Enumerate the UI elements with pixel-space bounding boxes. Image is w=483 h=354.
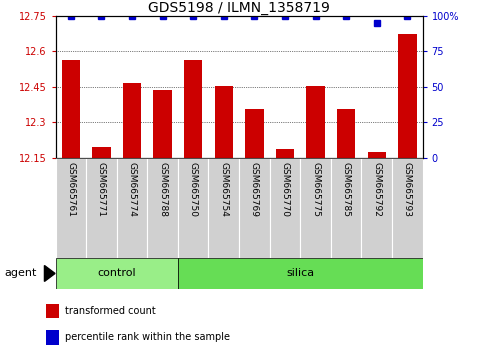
Text: transformed count: transformed count bbox=[65, 306, 156, 316]
Bar bbox=[306, 86, 325, 158]
Text: GSM665792: GSM665792 bbox=[372, 161, 381, 216]
Bar bbox=[184, 59, 202, 158]
Bar bbox=[123, 83, 141, 158]
Bar bbox=[392, 158, 423, 258]
Bar bbox=[300, 158, 331, 258]
Bar bbox=[245, 109, 264, 158]
Bar bbox=[398, 34, 416, 158]
Bar bbox=[46, 330, 59, 345]
Text: GSM665785: GSM665785 bbox=[341, 161, 351, 217]
Bar bbox=[337, 109, 355, 158]
Text: GSM665774: GSM665774 bbox=[128, 161, 137, 216]
Text: percentile rank within the sample: percentile rank within the sample bbox=[65, 332, 230, 342]
Text: silica: silica bbox=[286, 268, 314, 279]
Text: GSM665788: GSM665788 bbox=[158, 161, 167, 217]
Bar bbox=[56, 258, 178, 289]
Bar bbox=[178, 258, 423, 289]
Text: GSM665761: GSM665761 bbox=[66, 161, 75, 217]
Bar bbox=[117, 158, 147, 258]
Text: GSM665775: GSM665775 bbox=[311, 161, 320, 217]
Bar bbox=[46, 304, 59, 318]
Text: GSM665793: GSM665793 bbox=[403, 161, 412, 217]
Bar bbox=[361, 158, 392, 258]
Bar bbox=[147, 158, 178, 258]
Bar bbox=[178, 158, 209, 258]
Bar bbox=[92, 147, 111, 158]
Bar bbox=[331, 158, 361, 258]
Title: GDS5198 / ILMN_1358719: GDS5198 / ILMN_1358719 bbox=[148, 1, 330, 15]
Bar bbox=[270, 158, 300, 258]
Text: agent: agent bbox=[5, 268, 37, 279]
Text: GSM665754: GSM665754 bbox=[219, 161, 228, 216]
Text: GSM665750: GSM665750 bbox=[189, 161, 198, 217]
Bar bbox=[214, 86, 233, 158]
Text: GSM665770: GSM665770 bbox=[281, 161, 289, 217]
Bar bbox=[86, 158, 117, 258]
Bar bbox=[62, 59, 80, 158]
Text: GSM665771: GSM665771 bbox=[97, 161, 106, 217]
Bar bbox=[154, 90, 172, 158]
Text: control: control bbox=[98, 268, 136, 279]
Bar bbox=[239, 158, 270, 258]
Bar bbox=[209, 158, 239, 258]
Text: GSM665769: GSM665769 bbox=[250, 161, 259, 217]
Bar bbox=[368, 152, 386, 158]
Bar bbox=[276, 149, 294, 158]
Bar bbox=[56, 158, 86, 258]
